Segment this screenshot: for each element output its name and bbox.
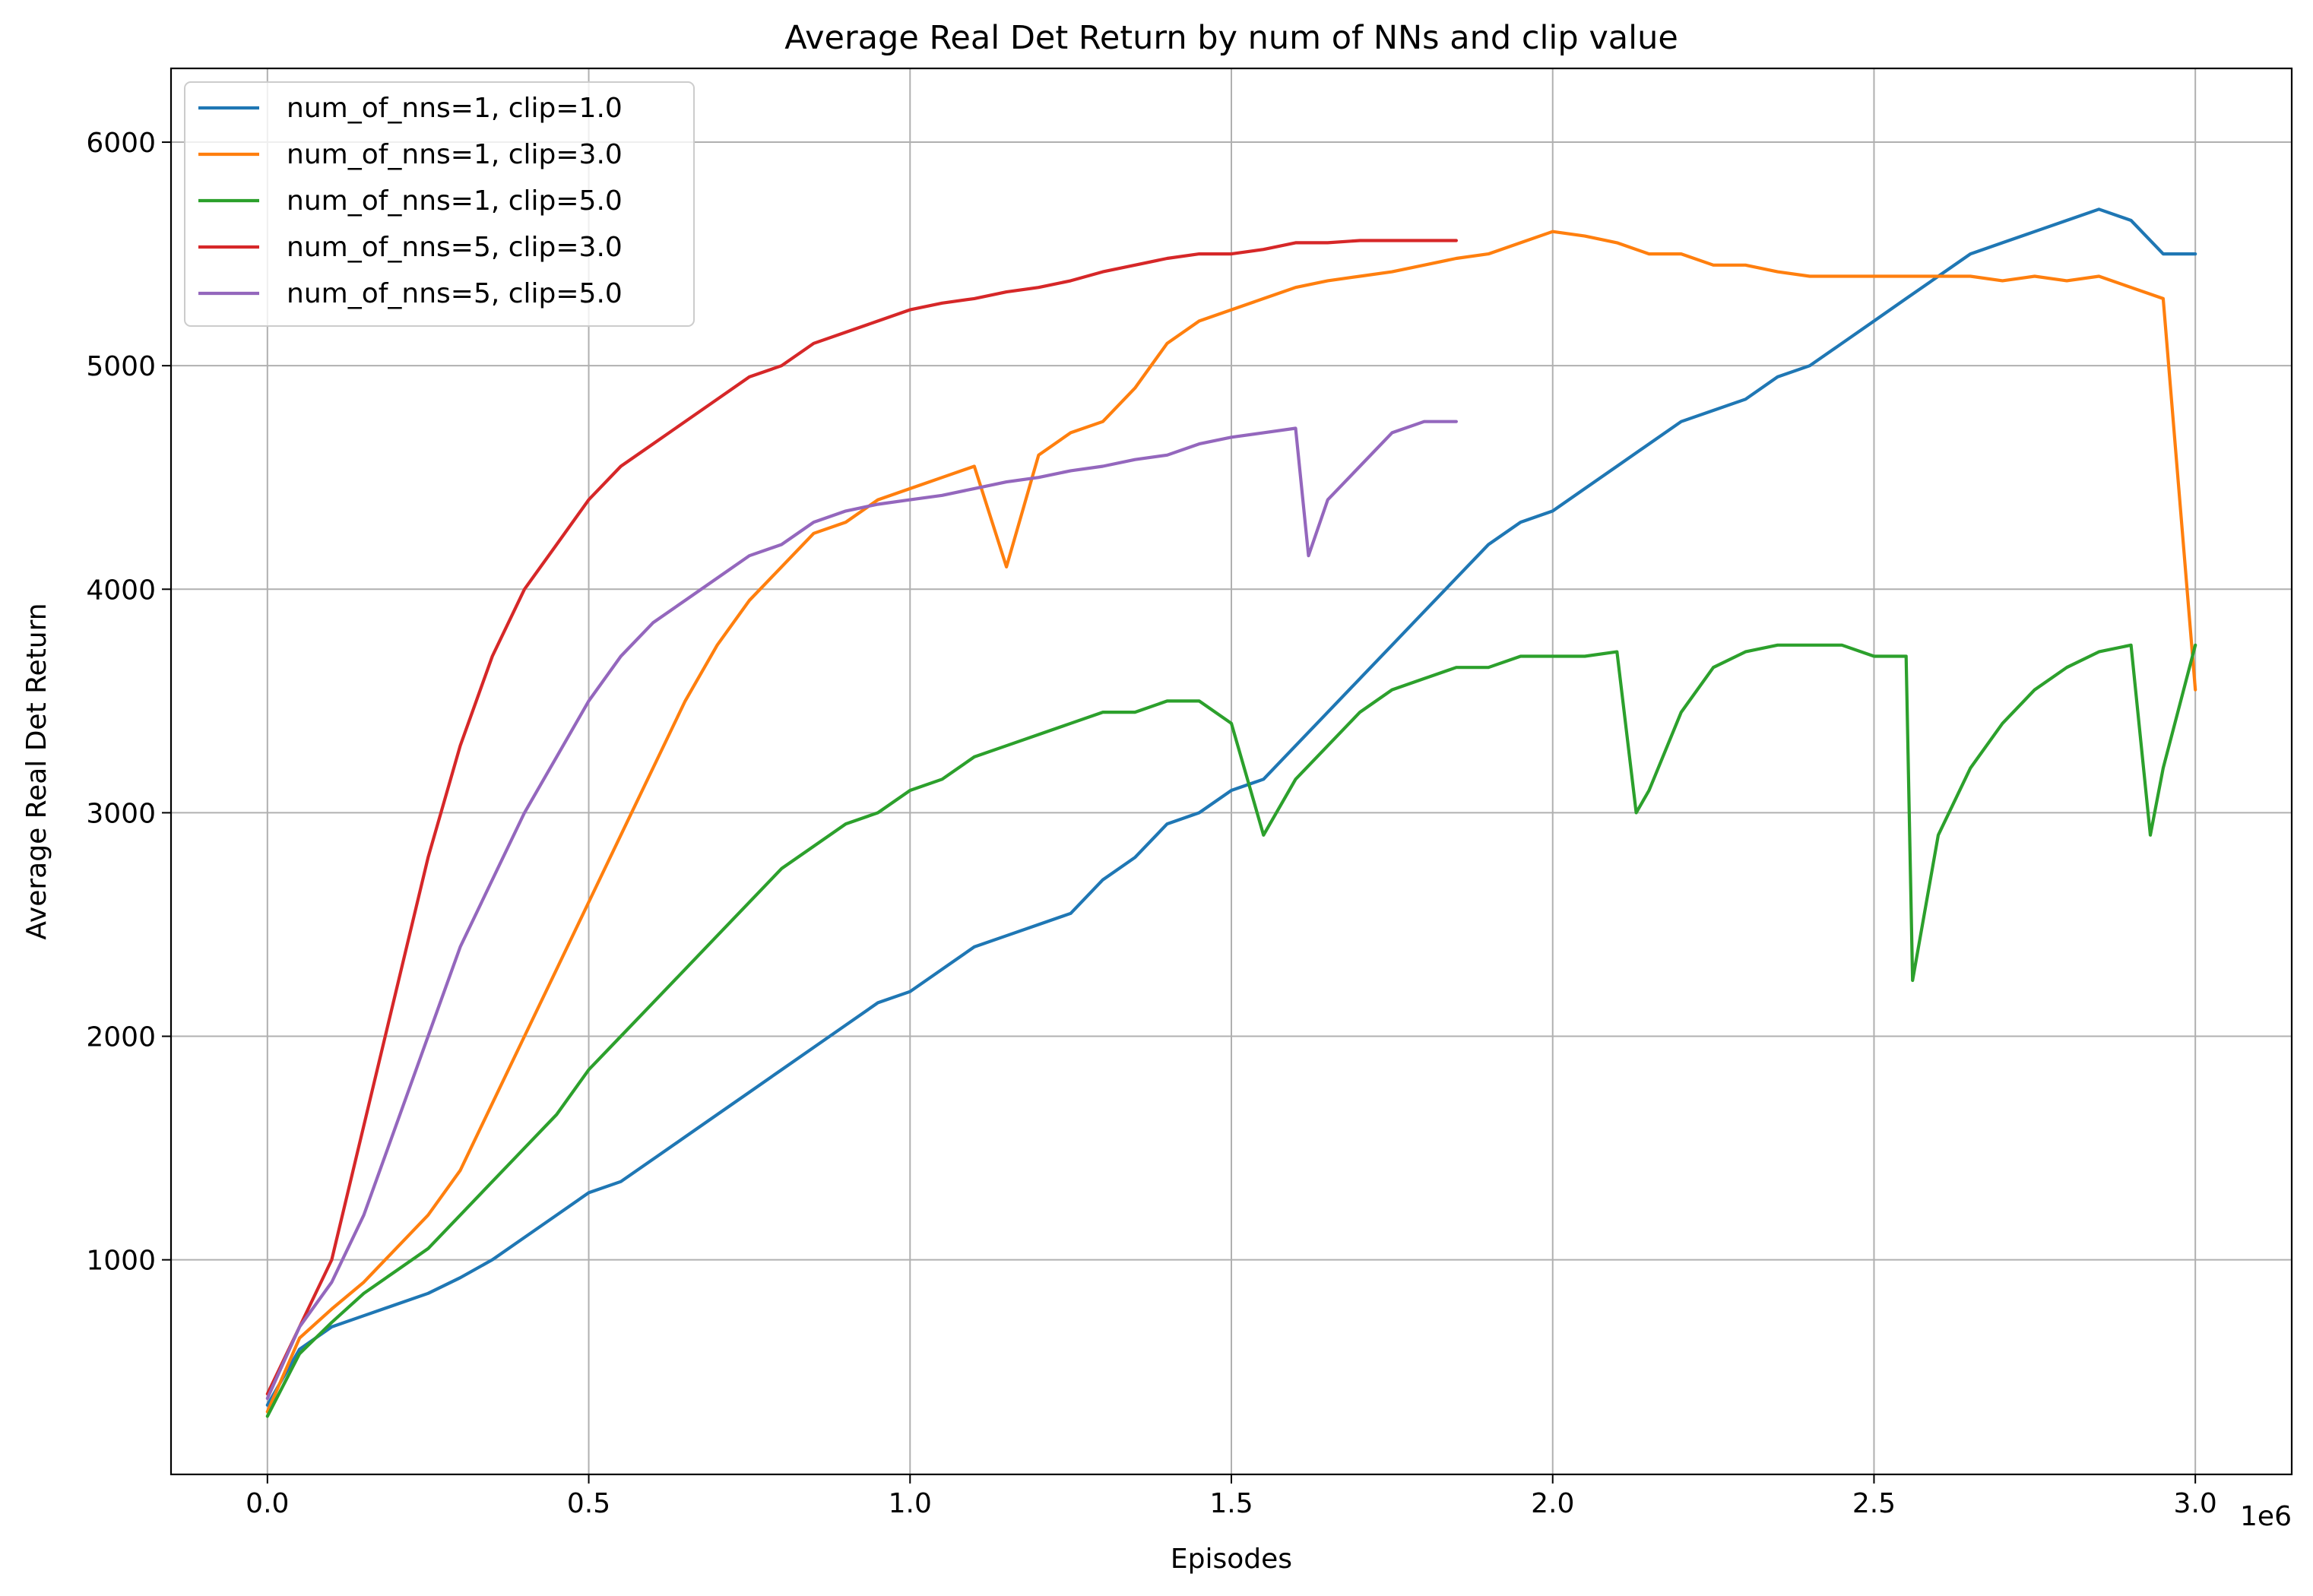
- legend-box: [184, 81, 695, 327]
- x-tick-label: 2.0: [1531, 1488, 1574, 1519]
- x-tick-label: 0.0: [246, 1488, 289, 1519]
- series-line-1: [265, 207, 2197, 1407]
- y-tick-label: 4000: [86, 575, 156, 606]
- axis-ticks: 0.0 0.5 1.0 1.5 2.0 2.5 3.0 1000 2000 3000 4000 500…: [86, 128, 2216, 1519]
- legend-label: num_of_nns=1, clip=1.0: [287, 93, 623, 124]
- x-axis-title: Episodes: [1171, 1544, 1292, 1575]
- legend: num_of_nns=1, clip=1.0 num_of_nns=1, clip…: [184, 81, 695, 327]
- y-tick-label: 5000: [86, 351, 156, 382]
- y-tick-label: 3000: [86, 798, 156, 829]
- y-tick-label: 2000: [86, 1022, 156, 1053]
- series-line-4: [265, 239, 1459, 1396]
- legend-label: num_of_nns=5, clip=5.0: [287, 278, 623, 309]
- x-tick-label: 1.5: [1209, 1488, 1253, 1519]
- x-tick-label: 3.0: [2174, 1488, 2217, 1519]
- y-axis-title: Average Real Det Return: [21, 603, 52, 939]
- y-tick-label: 6000: [86, 128, 156, 159]
- x-tick-label: 0.5: [567, 1488, 610, 1519]
- series-line-3: [265, 643, 2197, 1418]
- chart-title: Average Real Det Return by num of NNs an…: [784, 19, 1678, 57]
- x-tick-label: 1.0: [889, 1488, 932, 1519]
- x-axis-offset-label: 1e6: [2240, 1501, 2292, 1532]
- y-tick-label: 1000: [86, 1246, 156, 1277]
- legend-label: num_of_nns=5, clip=3.0: [287, 232, 623, 263]
- series-line-5: [265, 420, 1459, 1401]
- x-tick-label: 2.5: [1852, 1488, 1896, 1519]
- series-lines: [265, 207, 2197, 1418]
- legend-label: num_of_nns=1, clip=5.0: [287, 185, 623, 217]
- series-line-2: [265, 230, 2197, 1414]
- legend-label: num_of_nns=1, clip=3.0: [287, 139, 623, 170]
